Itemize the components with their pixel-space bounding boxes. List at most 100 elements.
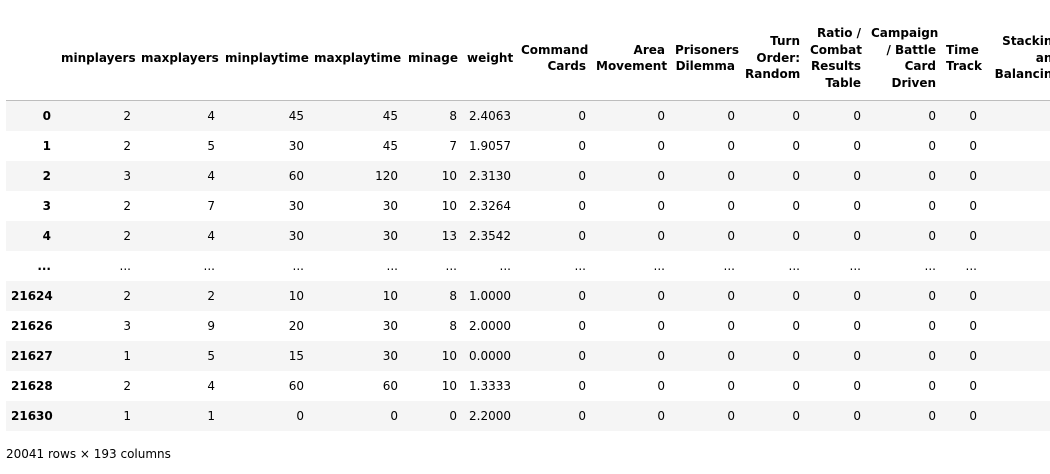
table-row: 1 2 5 30 45 7 1.9057 0 0 0 0 0 0 0 [6, 131, 1050, 161]
table-cell: 0 [657, 199, 665, 213]
table-cell: 0 [578, 409, 586, 423]
table-cell: 0 [928, 289, 936, 303]
table-cell: 0 [853, 229, 861, 243]
table-cell: 0 [928, 379, 936, 393]
table-cell: 0 [969, 139, 977, 153]
table-cell: ... [386, 259, 398, 273]
table-cell [982, 281, 1050, 311]
table-cell: 0 [928, 409, 936, 423]
table-cell: 2 [207, 289, 215, 303]
table-cell: 10 [441, 169, 457, 183]
table-cell: 0 [670, 100, 740, 131]
table-cell: 30 [288, 199, 304, 213]
table-cell: 0 [727, 319, 735, 333]
table-cell: 2.2000 [469, 409, 511, 423]
table-cell: 0 [727, 139, 735, 153]
dataframe-container: minplayers maxplayers minplaytime maxplayti… [6, 16, 1050, 431]
table-cell: 0 [578, 379, 586, 393]
table-cell: 0 [792, 169, 800, 183]
table-cell: 0 [449, 409, 457, 423]
table-cell: 0 [727, 349, 735, 363]
table-cell: 2 [123, 379, 131, 393]
table-cell [982, 341, 1050, 371]
table-cell: ... [119, 259, 131, 273]
table-cell: 0 [969, 289, 977, 303]
table-cell: 2.4063 [462, 100, 516, 131]
table-cell: 0 [853, 379, 861, 393]
table-cell: 30 [382, 229, 398, 243]
table-cell: 2.3542 [469, 229, 511, 243]
table-cell: 2 [123, 139, 131, 153]
index-header [6, 16, 56, 101]
table-cell: 0 [657, 409, 665, 423]
table-cell: 0 [941, 100, 982, 131]
table-cell: 4 [207, 229, 215, 243]
table-cell: 10 [441, 379, 457, 393]
row-index: 4 [42, 229, 51, 243]
dataframe-shape-text: 20041 rows × 193 columns [6, 447, 171, 461]
table-cell: 0 [657, 289, 665, 303]
table-cell: 0 [792, 229, 800, 243]
table-cell: 4 [136, 100, 220, 131]
table-cell: 3 [123, 169, 131, 183]
table-cell: 1 [207, 409, 215, 423]
row-index: 21628 [11, 379, 53, 393]
table-cell: 0 [928, 319, 936, 333]
table-cell: 0 [866, 100, 941, 131]
table-cell: 0 [792, 319, 800, 333]
table-cell: 0 [578, 199, 586, 213]
table-cell: 0 [578, 289, 586, 303]
table-cell: 5 [207, 139, 215, 153]
table-cell: 0 [853, 199, 861, 213]
table-header: minplayers maxplayers minplaytime maxplayti… [6, 16, 1050, 101]
header-row: minplayers maxplayers minplaytime maxplayti… [6, 16, 1050, 101]
table-cell: 0 [657, 229, 665, 243]
dataframe-table: minplayers maxplayers minplaytime maxplayti… [6, 16, 1050, 431]
row-index: 0 [6, 100, 56, 131]
column-header: Area Movement [591, 16, 670, 101]
table-cell: 0 [853, 289, 861, 303]
table-cell: 0 [591, 100, 670, 131]
table-cell: 0 [657, 379, 665, 393]
table-cell: 0 [792, 199, 800, 213]
column-header: minplaytime [220, 16, 309, 101]
table-cell [982, 311, 1050, 341]
table-cell: 0 [969, 319, 977, 333]
table-cell: 0 [657, 139, 665, 153]
column-header: minplayers [56, 16, 136, 101]
row-index: ... [37, 259, 51, 273]
table-cell: 1 [123, 349, 131, 363]
table-cell: 0 [727, 229, 735, 243]
table-cell: 0 [657, 169, 665, 183]
column-header: weight [462, 16, 516, 101]
table-cell: ... [965, 259, 977, 273]
table-cell: 0 [296, 409, 304, 423]
table-cell: 2.3264 [469, 199, 511, 213]
table-cell: 0 [969, 169, 977, 183]
table-cell: 0 [853, 349, 861, 363]
table-cell: 60 [382, 379, 398, 393]
table-row: 3 2 7 30 30 10 2.3264 0 0 0 0 0 0 0 [6, 191, 1050, 221]
table-cell: ... [723, 259, 735, 273]
table-cell: 0 [727, 199, 735, 213]
column-header: Ratio / Combat Results Table [805, 16, 866, 101]
table-cell: 0 [969, 379, 977, 393]
table-cell: 0 [969, 409, 977, 423]
table-cell: 8 [403, 100, 462, 131]
table-cell [982, 221, 1050, 251]
column-header: maxplayers [136, 16, 220, 101]
table-row: 21628 2 4 60 60 10 1.3333 0 0 0 0 0 0 0 [6, 371, 1050, 401]
row-index: 3 [42, 199, 51, 213]
table-cell: 9 [207, 319, 215, 333]
table-cell: 1 [123, 409, 131, 423]
table-cell: 0 [578, 139, 586, 153]
table-cell: 0 [727, 169, 735, 183]
table-cell: ... [499, 259, 511, 273]
table-cell: 0 [578, 169, 586, 183]
table-cell [982, 371, 1050, 401]
table-cell: 30 [288, 139, 304, 153]
table-cell: ... [849, 259, 861, 273]
table-cell: 0 [516, 100, 591, 131]
row-index: 21624 [11, 289, 53, 303]
table-cell: ... [203, 259, 215, 273]
